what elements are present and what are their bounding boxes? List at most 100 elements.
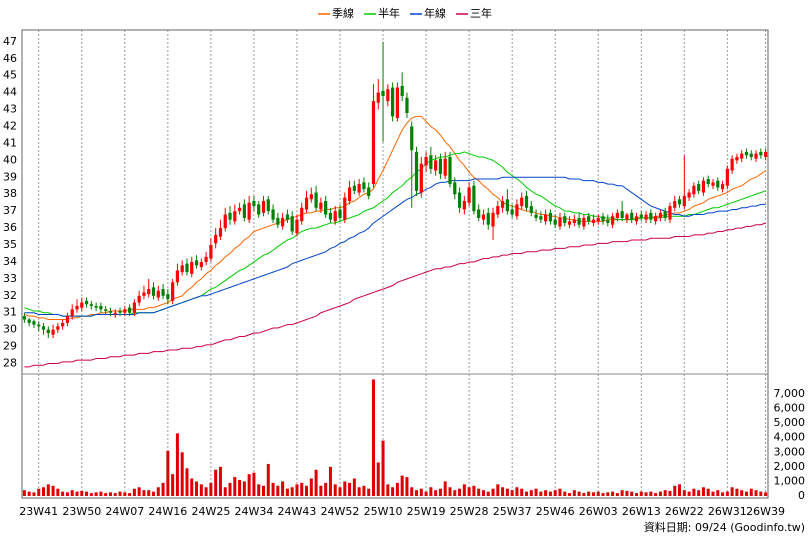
volume-bar (534, 488, 538, 496)
candle-body (46, 329, 50, 334)
candle-body (553, 219, 557, 225)
volume-bar (472, 485, 476, 496)
candle-body (237, 207, 242, 212)
candle-body (362, 182, 366, 190)
volume-bar (56, 488, 60, 496)
volume-bar (51, 485, 55, 496)
y-tick-label: 47 (3, 35, 17, 48)
candle-body (199, 261, 203, 268)
candle-body (142, 292, 146, 296)
candle-body (233, 211, 237, 222)
candle-body (654, 216, 658, 222)
candle-body (223, 214, 227, 229)
volume-bar (687, 491, 691, 496)
volume-bar (99, 491, 103, 496)
candle-body (343, 197, 347, 220)
candle-body (759, 151, 763, 156)
y-tick-label: 46 (3, 52, 17, 65)
volume-bar (577, 491, 581, 496)
volume-bar (242, 481, 246, 496)
candle-body (596, 217, 600, 222)
volume-bar (611, 491, 615, 496)
candle-body (548, 212, 553, 222)
volume-bar (32, 492, 36, 496)
candle-body (357, 184, 361, 193)
y-tick-label: 39 (3, 170, 17, 183)
candle-body (367, 187, 371, 196)
candle-body (257, 204, 261, 215)
volume-bar (663, 490, 667, 496)
volume-bar (591, 492, 595, 496)
volume-bar (462, 484, 466, 496)
volume-bar (319, 485, 323, 496)
candle-body (658, 212, 663, 218)
volume-bar (496, 484, 500, 496)
volume-bar (764, 492, 768, 496)
candle-body (419, 163, 423, 193)
candle-body (166, 294, 170, 300)
volume-bar (338, 487, 342, 496)
candles (22, 41, 768, 339)
candle-body (448, 156, 452, 185)
candle-body (687, 192, 691, 198)
candle-body (682, 195, 686, 207)
candle-body (281, 217, 285, 227)
candle-body (740, 153, 744, 159)
y2-tick-label: 7,000 (774, 387, 806, 400)
volume-bar (348, 482, 352, 496)
candle-body (84, 300, 89, 305)
grid (38, 30, 767, 498)
candle-body (591, 219, 596, 224)
x-tick-label: 23W50 (62, 505, 101, 518)
candle-body (137, 295, 141, 303)
volume-bar (563, 491, 567, 496)
candle-body (472, 185, 476, 212)
volume-bar (486, 491, 490, 496)
volume-bar (448, 487, 452, 496)
volume-bar (429, 487, 433, 496)
volume-bar (276, 485, 280, 496)
candle-body (376, 92, 380, 103)
volume-bar (175, 433, 179, 496)
candle-body (563, 216, 567, 224)
candle-body (271, 209, 275, 220)
volume-bar (410, 487, 414, 496)
candle-body (65, 316, 70, 323)
x-tick-label: 24W34 (234, 505, 273, 518)
source-note: 資料日期: 09/24 (Goodinfo.tw) (644, 520, 805, 534)
candle-body (424, 156, 428, 166)
x-tick-label: 26W03 (579, 505, 618, 518)
volume-bar (529, 490, 533, 496)
y-tick-label: 44 (3, 86, 17, 99)
candle-body (242, 204, 246, 218)
candle-body (716, 180, 720, 188)
candle-body (381, 90, 385, 97)
candle-body (400, 85, 404, 97)
y2-tick-label: 3,000 (774, 445, 806, 458)
candle-body (285, 214, 290, 220)
volume-bar (510, 490, 514, 496)
y-tick-label: 42 (3, 120, 17, 133)
candle-body (587, 216, 591, 222)
volume-bar (180, 452, 184, 496)
candle-body (180, 265, 184, 273)
candle-body (720, 184, 725, 190)
volume-bar (634, 493, 638, 496)
candle-body (577, 217, 581, 225)
y2-tick-label: 5,000 (774, 416, 806, 429)
volume-bar (142, 490, 146, 496)
volume-bar (525, 491, 529, 496)
candle-body (601, 216, 605, 222)
candle-body (701, 180, 706, 193)
volume-bar (204, 487, 208, 496)
candle-body (319, 202, 323, 210)
candle-body (247, 202, 251, 220)
volume-bar (309, 478, 313, 496)
volume-bar (721, 492, 725, 496)
volume-bar (22, 490, 26, 496)
x-tick-label: 24W25 (191, 505, 230, 518)
candle-body (75, 305, 79, 310)
volume-bar (147, 490, 151, 496)
x-tick-label: 25W19 (407, 505, 446, 518)
y-tick-label: 36 (3, 221, 17, 234)
